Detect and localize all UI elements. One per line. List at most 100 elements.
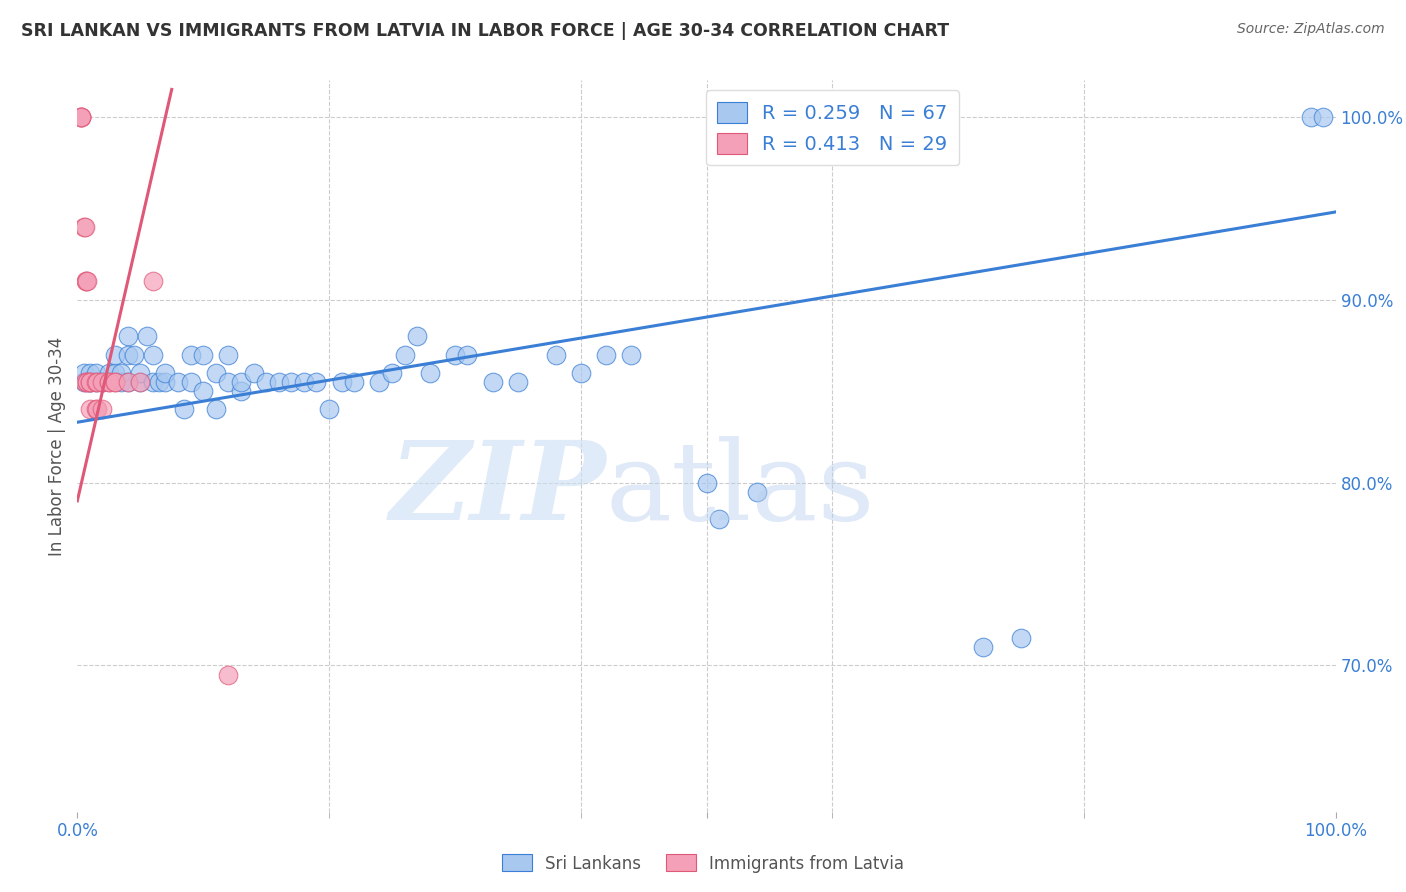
Point	[79, 375, 101, 389]
Point	[110, 366, 132, 380]
Point	[129, 375, 152, 389]
Legend: Sri Lankans, Immigrants from Latvia: Sri Lankans, Immigrants from Latvia	[495, 847, 911, 880]
Text: Source: ZipAtlas.com: Source: ZipAtlas.com	[1237, 22, 1385, 37]
Point	[305, 375, 328, 389]
Point	[280, 375, 302, 389]
Point	[104, 366, 127, 380]
Point	[204, 366, 226, 380]
Point	[368, 375, 391, 389]
Point	[135, 329, 157, 343]
Point	[204, 402, 226, 417]
Point	[481, 375, 503, 389]
Point	[76, 375, 98, 389]
Point	[84, 375, 107, 389]
Point	[444, 348, 467, 362]
Point	[173, 402, 195, 417]
Point	[456, 348, 478, 362]
Point	[104, 348, 127, 362]
Point	[75, 274, 97, 288]
Point	[267, 375, 290, 389]
Point	[91, 375, 114, 389]
Point	[91, 375, 114, 389]
Point	[569, 366, 592, 380]
Point	[79, 366, 101, 380]
Point	[73, 375, 96, 389]
Point	[381, 366, 404, 380]
Point	[142, 348, 165, 362]
Point	[70, 110, 93, 124]
Point	[84, 402, 107, 417]
Point	[86, 402, 108, 417]
Point	[76, 274, 98, 288]
Point	[129, 375, 152, 389]
Point	[217, 667, 239, 681]
Point	[86, 375, 108, 389]
Point	[110, 375, 132, 389]
Point	[242, 366, 264, 380]
Point	[76, 375, 98, 389]
Point	[707, 512, 730, 526]
Point	[79, 375, 101, 389]
Text: SRI LANKAN VS IMMIGRANTS FROM LATVIA IN LABOR FORCE | AGE 30-34 CORRELATION CHAR: SRI LANKAN VS IMMIGRANTS FROM LATVIA IN …	[21, 22, 949, 40]
Point	[191, 384, 215, 399]
Point	[1299, 110, 1322, 124]
Point	[72, 375, 94, 389]
Point	[122, 348, 145, 362]
Point	[91, 402, 114, 417]
Point	[419, 366, 441, 380]
Point	[1312, 110, 1334, 124]
Point	[217, 348, 239, 362]
Y-axis label: In Labor Force | Age 30-34: In Labor Force | Age 30-34	[48, 336, 66, 556]
Point	[73, 219, 96, 234]
Point	[104, 375, 127, 389]
Point	[229, 384, 252, 399]
Point	[79, 375, 101, 389]
Point	[117, 375, 139, 389]
Point	[70, 110, 93, 124]
Point	[506, 375, 529, 389]
Point	[142, 375, 165, 389]
Point	[79, 375, 101, 389]
Point	[972, 640, 994, 655]
Point	[155, 375, 177, 389]
Point	[180, 348, 202, 362]
Point	[254, 375, 277, 389]
Point	[70, 110, 93, 124]
Point	[229, 375, 252, 389]
Point	[75, 274, 97, 288]
Point	[745, 484, 768, 499]
Point	[1010, 631, 1032, 645]
Point	[117, 329, 139, 343]
Point	[117, 375, 139, 389]
Point	[330, 375, 353, 389]
Point	[180, 375, 202, 389]
Point	[167, 375, 190, 389]
Point	[217, 375, 239, 389]
Point	[343, 375, 366, 389]
Point	[97, 375, 120, 389]
Point	[72, 366, 94, 380]
Point	[79, 402, 101, 417]
Point	[595, 348, 617, 362]
Point	[544, 348, 567, 362]
Point	[142, 274, 165, 288]
Point	[406, 329, 429, 343]
Text: atlas: atlas	[606, 436, 876, 543]
Point	[129, 366, 152, 380]
Point	[117, 348, 139, 362]
Point	[91, 375, 114, 389]
Point	[318, 402, 340, 417]
Point	[84, 375, 107, 389]
Point	[97, 375, 120, 389]
Point	[84, 366, 107, 380]
Point	[394, 348, 416, 362]
Point	[155, 366, 177, 380]
Point	[72, 219, 94, 234]
Point	[70, 110, 93, 124]
Point	[104, 375, 127, 389]
Legend: R = 0.259   N = 67, R = 0.413   N = 29: R = 0.259 N = 67, R = 0.413 N = 29	[706, 90, 959, 165]
Point	[620, 348, 643, 362]
Text: ZIP: ZIP	[389, 436, 606, 543]
Point	[148, 375, 170, 389]
Point	[97, 366, 120, 380]
